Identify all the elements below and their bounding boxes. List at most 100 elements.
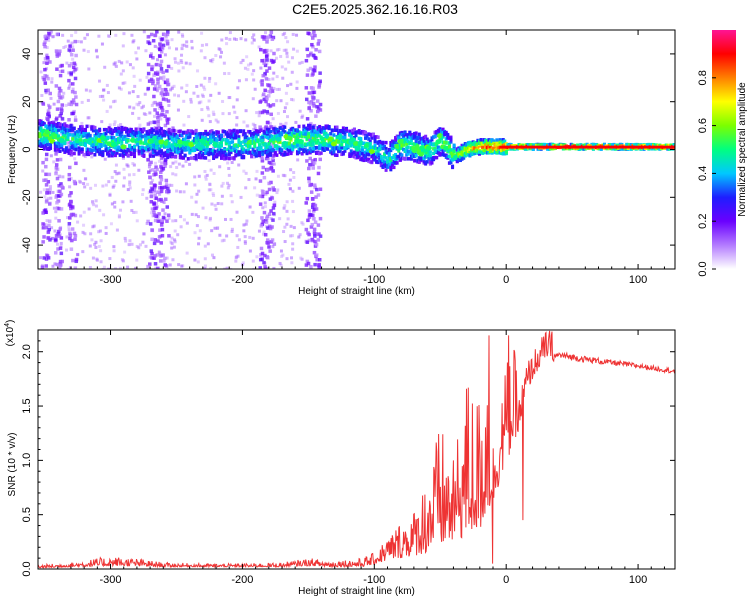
spectrogram-speckle xyxy=(281,253,285,257)
spectrogram-speckle xyxy=(271,77,275,81)
spectrogram-cell xyxy=(409,138,413,143)
spectrogram-speckle xyxy=(128,155,132,159)
spectrogram-speckle xyxy=(197,242,201,246)
spectrogram-speckle xyxy=(176,108,180,112)
spectrogram-noise-cell xyxy=(313,234,317,238)
spectrogram-cell xyxy=(595,142,599,147)
spectrogram-blob xyxy=(52,133,59,139)
spectrogram-speckle xyxy=(127,243,131,247)
spectrogram-cell xyxy=(338,146,342,151)
spectrogram-cell xyxy=(485,141,489,146)
spectrogram-cell xyxy=(379,141,383,145)
spectrogram-speckle xyxy=(241,261,245,265)
spectrogram-noise-cell xyxy=(164,157,168,162)
spectrogram-noise-cell xyxy=(163,256,167,261)
spectrogram-noise-cell xyxy=(165,189,169,194)
spectrogram-cell xyxy=(126,128,130,132)
spectrogram-speckle xyxy=(176,61,180,65)
spectrogram-speckle xyxy=(128,126,132,130)
spectrogram-cell xyxy=(170,129,174,133)
spectrogram-cell xyxy=(107,153,111,158)
spectrogram-cell xyxy=(370,133,374,137)
spectrogram-cell xyxy=(544,143,548,147)
spectrogram-noise-cell xyxy=(318,187,323,192)
spectrogram-speckle xyxy=(49,154,53,158)
spectrogram-cell xyxy=(397,136,401,140)
spectrogram-cell xyxy=(148,143,152,147)
spectrogram-cell xyxy=(432,135,436,139)
spectrogram-noise-cell xyxy=(316,193,321,197)
spectrogram-cell xyxy=(424,150,428,155)
spectrogram-cell xyxy=(80,147,84,151)
spectrogram-speckle xyxy=(177,94,181,98)
spectrogram-cell xyxy=(281,143,285,147)
spectrogram-cell xyxy=(174,137,178,141)
spectrogram-speckle xyxy=(282,48,286,52)
spectrogram-speckle xyxy=(122,167,126,171)
spectrogram-speckle xyxy=(207,159,211,163)
spectrogram-cell xyxy=(196,135,200,140)
spectrogram-speckle xyxy=(300,60,304,64)
spectrogram-cell xyxy=(400,156,404,161)
spectrogram-cell xyxy=(44,143,48,148)
spectrogram-cell xyxy=(159,131,163,136)
spectrogram-noise-cell xyxy=(163,114,167,119)
spectrogram-cell xyxy=(210,139,214,143)
bottom-xtick-label: -300 xyxy=(100,574,122,586)
spectrogram-speckle xyxy=(137,103,141,107)
spectrogram-speckle xyxy=(80,100,84,104)
spectrogram-speckle xyxy=(177,162,181,166)
spectrogram-cell xyxy=(56,148,60,152)
spectrogram-cell xyxy=(153,140,157,145)
spectrogram-cell xyxy=(295,132,299,137)
spectrogram-noise-cell xyxy=(150,256,154,260)
spectrogram-cell xyxy=(208,148,212,152)
spectrogram-cell xyxy=(433,130,437,135)
spectrogram-cell xyxy=(248,144,252,148)
spectrogram-noise-cell xyxy=(268,104,273,108)
spectrogram-cell xyxy=(39,126,43,131)
spectrogram-cell xyxy=(318,134,322,138)
spectrogram-noise-cell xyxy=(158,259,163,263)
spectrogram-cell xyxy=(75,141,79,146)
spectrogram-noise-cell xyxy=(316,109,320,114)
spectrogram-speckle xyxy=(204,177,208,181)
spectrogram-cell xyxy=(264,150,268,155)
spectrogram-cell xyxy=(584,146,587,151)
spectrogram-cell xyxy=(218,141,222,146)
spectrogram-noise-cell xyxy=(43,67,47,72)
spectrogram-noise-cell xyxy=(153,262,158,266)
spectrogram-speckle xyxy=(226,186,230,190)
spectrogram-blob xyxy=(413,145,420,151)
spectrogram-speckle xyxy=(245,55,249,59)
spectrogram-noise-cell xyxy=(67,63,72,68)
spectrogram-cell xyxy=(166,132,170,137)
spectrogram-cell xyxy=(155,130,159,134)
spectrogram-cell xyxy=(205,144,209,148)
spectrogram-cell xyxy=(253,150,257,154)
spectrogram-cell xyxy=(140,153,144,157)
spectrogram-cell xyxy=(341,137,345,142)
spectrogram-noise-cell xyxy=(312,227,317,232)
spectrogram-speckle xyxy=(128,186,132,190)
spectrogram-cell xyxy=(305,136,309,141)
spectrogram-cell xyxy=(77,152,81,156)
spectrogram-cell xyxy=(167,127,171,132)
spectrogram-speckle xyxy=(68,84,72,88)
spectrogram-cell xyxy=(118,132,122,137)
spectrogram-cell xyxy=(218,150,222,155)
spectrogram-noise-cell xyxy=(164,97,168,102)
spectrogram-speckle xyxy=(112,62,116,66)
top-ytick-label: -40 xyxy=(21,237,33,253)
spectrogram-cell xyxy=(83,138,87,143)
spectrogram-cell xyxy=(180,150,184,154)
spectrogram-cell xyxy=(289,127,293,131)
spectrogram-cell xyxy=(147,144,151,149)
spectrogram-noise-cell xyxy=(155,102,160,107)
spectrogram-cell xyxy=(557,143,561,148)
spectrogram-cell xyxy=(424,155,428,159)
spectrogram-cell xyxy=(98,152,102,156)
spectrogram-cell xyxy=(378,139,382,144)
spectrogram-cell xyxy=(625,146,629,151)
spectrogram-cell xyxy=(360,145,364,150)
